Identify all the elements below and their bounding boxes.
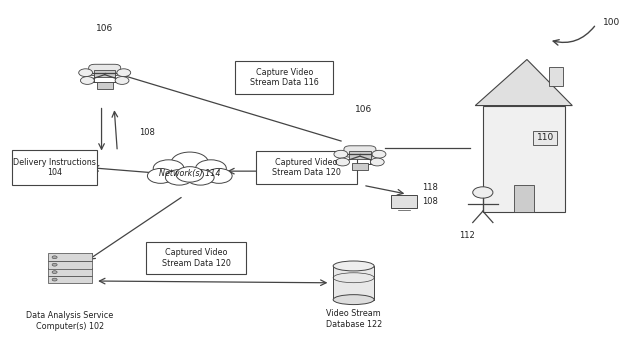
FancyBboxPatch shape xyxy=(349,151,371,158)
FancyBboxPatch shape xyxy=(48,268,92,276)
Text: 110: 110 xyxy=(536,133,554,142)
Circle shape xyxy=(81,77,94,84)
Circle shape xyxy=(176,167,204,182)
Polygon shape xyxy=(476,59,572,105)
Text: Capture Video
Stream Data 116: Capture Video Stream Data 116 xyxy=(250,68,319,87)
FancyBboxPatch shape xyxy=(48,276,92,283)
Circle shape xyxy=(165,170,193,185)
Circle shape xyxy=(196,160,227,177)
Circle shape xyxy=(187,170,214,185)
Text: 118: 118 xyxy=(422,183,438,192)
Circle shape xyxy=(115,77,129,84)
FancyBboxPatch shape xyxy=(352,163,368,170)
FancyBboxPatch shape xyxy=(533,131,557,145)
Text: Network(s) 114: Network(s) 114 xyxy=(159,169,221,178)
FancyBboxPatch shape xyxy=(549,67,563,86)
Text: Video Stream
Database 122: Video Stream Database 122 xyxy=(326,309,381,329)
Ellipse shape xyxy=(333,261,374,271)
Text: Data Analysis Service
Computer(s) 102: Data Analysis Service Computer(s) 102 xyxy=(26,311,114,330)
Text: Captured Video
Stream Data 120: Captured Video Stream Data 120 xyxy=(272,158,341,177)
Circle shape xyxy=(372,150,386,158)
FancyBboxPatch shape xyxy=(256,151,356,184)
FancyBboxPatch shape xyxy=(94,69,115,77)
FancyBboxPatch shape xyxy=(236,61,333,94)
FancyBboxPatch shape xyxy=(391,195,417,208)
Circle shape xyxy=(153,160,184,177)
Circle shape xyxy=(52,256,57,259)
Ellipse shape xyxy=(333,295,374,305)
FancyBboxPatch shape xyxy=(48,261,92,269)
Text: 106: 106 xyxy=(96,24,113,33)
Text: 108: 108 xyxy=(422,197,438,206)
Circle shape xyxy=(79,69,93,77)
Circle shape xyxy=(52,263,57,266)
Circle shape xyxy=(147,168,174,183)
FancyBboxPatch shape xyxy=(483,105,564,212)
Text: 100: 100 xyxy=(603,18,620,27)
FancyBboxPatch shape xyxy=(344,146,376,157)
Circle shape xyxy=(371,158,384,166)
FancyBboxPatch shape xyxy=(514,185,534,212)
Text: 112: 112 xyxy=(459,231,475,240)
Circle shape xyxy=(172,152,208,173)
Circle shape xyxy=(52,271,57,274)
Circle shape xyxy=(52,278,57,281)
Text: Captured Video
Stream Data 120: Captured Video Stream Data 120 xyxy=(162,248,230,268)
FancyBboxPatch shape xyxy=(89,64,121,76)
Text: 108: 108 xyxy=(140,128,156,137)
FancyBboxPatch shape xyxy=(146,242,246,274)
Text: 106: 106 xyxy=(355,105,372,114)
Circle shape xyxy=(334,150,348,158)
FancyBboxPatch shape xyxy=(12,150,97,185)
Circle shape xyxy=(205,168,232,183)
FancyBboxPatch shape xyxy=(97,82,113,89)
Circle shape xyxy=(473,187,493,198)
FancyBboxPatch shape xyxy=(48,253,92,261)
Circle shape xyxy=(335,158,349,166)
Text: Delivery Instructions
104: Delivery Instructions 104 xyxy=(13,158,96,177)
Circle shape xyxy=(117,69,131,77)
FancyBboxPatch shape xyxy=(333,266,374,300)
